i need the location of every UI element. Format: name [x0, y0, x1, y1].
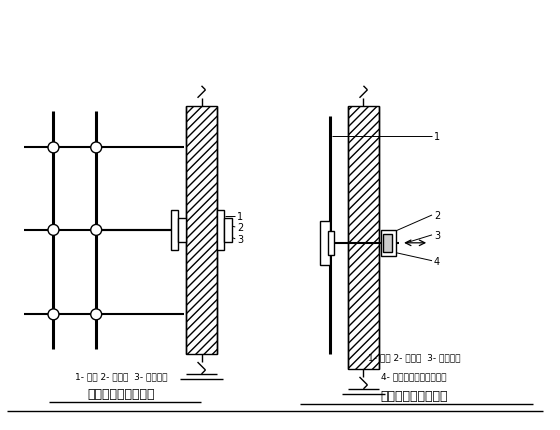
Bar — [217, 211, 225, 250]
Text: 1- 垫木 2- 短钢管  3- 直角扣件: 1- 垫木 2- 短钢管 3- 直角扣件 — [75, 372, 167, 381]
Text: 门窗洞口处的连墙点: 门窗洞口处的连墙点 — [380, 390, 448, 402]
Bar — [225, 218, 232, 242]
Bar — [320, 221, 330, 265]
Text: 3: 3 — [434, 230, 440, 240]
Bar — [328, 231, 334, 255]
Bar — [185, 107, 217, 354]
Bar — [178, 218, 185, 242]
Circle shape — [91, 225, 102, 236]
Circle shape — [91, 309, 102, 320]
Text: 双排脚手架（平面）: 双排脚手架（平面） — [87, 387, 155, 400]
Text: 4- 连向立柱或横向水平杆: 4- 连向立柱或横向水平杆 — [381, 372, 447, 381]
Text: 2: 2 — [237, 222, 244, 232]
Circle shape — [48, 309, 59, 320]
Text: 1- 垫木 2- 短钢管  3- 直角扣件: 1- 垫木 2- 短钢管 3- 直角扣件 — [368, 353, 460, 362]
Bar — [381, 230, 396, 256]
Bar — [384, 234, 392, 252]
Text: 2: 2 — [434, 211, 440, 221]
Text: 1: 1 — [237, 212, 244, 221]
Bar — [171, 211, 178, 250]
Text: 1: 1 — [434, 131, 440, 141]
Circle shape — [91, 143, 102, 154]
Circle shape — [48, 225, 59, 236]
Circle shape — [48, 143, 59, 154]
Text: 4: 4 — [434, 256, 440, 266]
Text: 3: 3 — [237, 234, 244, 244]
Bar — [348, 107, 379, 369]
